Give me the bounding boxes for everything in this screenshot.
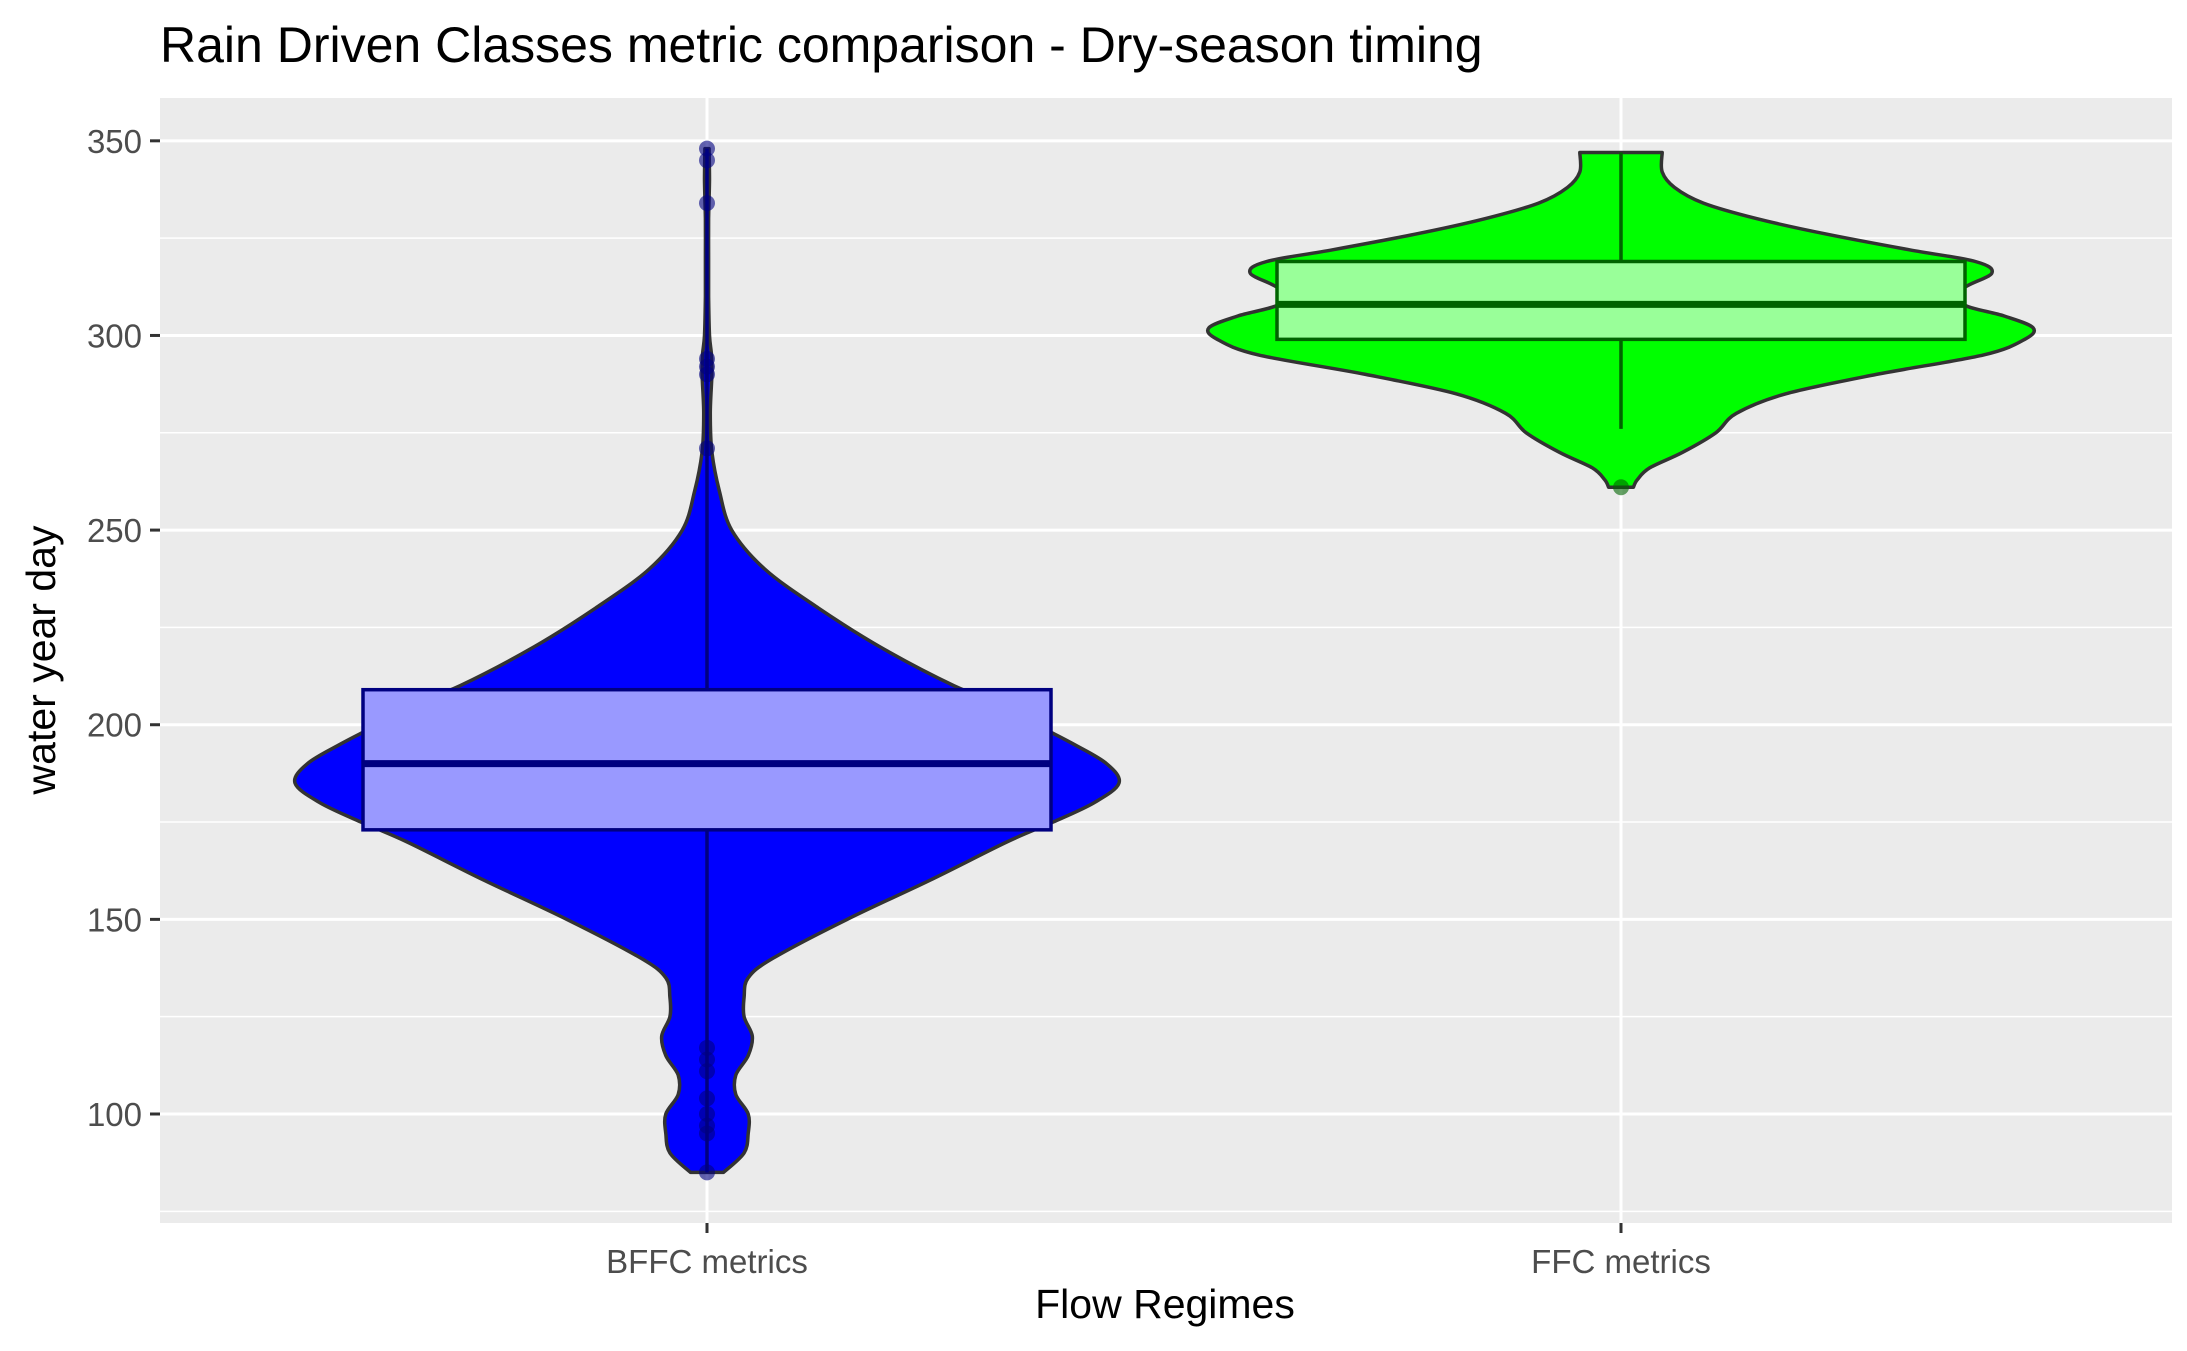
y-tick-label: 350 [87,123,142,160]
outlier-point [699,1164,715,1181]
outlier-points [699,140,1629,1181]
outlier-point [699,1051,715,1068]
y-tick-label: 150 [87,901,142,938]
x-axis-title: Flow Regimes [1035,1281,1295,1327]
chart-title: Rain Driven Classes metric comparison - … [160,17,1483,73]
y-axis: 100 150 200 250 300 350 [87,123,160,1133]
outlier-point [699,1063,715,1080]
outlier-point [699,195,715,212]
y-axis-title: water year day [18,525,64,795]
x-axis: BFFC metrics FFC metrics [606,1223,1711,1280]
outlier-point [699,140,715,157]
y-tick-label: 250 [87,512,142,549]
y-tick-label: 200 [87,707,142,744]
outlier-point [699,1125,715,1142]
boxplots [361,148,1967,1173]
box-iqr [361,687,1053,832]
outlier-point [699,152,715,169]
outlier-point [699,1090,715,1107]
outlier-point [699,1039,715,1056]
x-tick-label: FFC metrics [1531,1243,1711,1280]
y-tick-label: 300 [87,317,142,354]
x-tick-label: BFFC metrics [606,1243,808,1280]
outlier-point [1613,479,1629,496]
outlier-point [699,366,715,383]
y-tick-label: 100 [87,1096,142,1133]
outlier-point [699,1106,715,1123]
outlier-point [699,440,715,457]
box-iqr [1275,259,1967,342]
